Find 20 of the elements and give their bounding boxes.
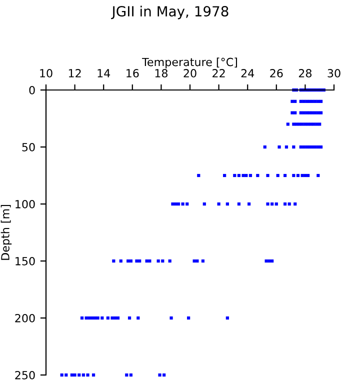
x-tick-label: 12 bbox=[68, 69, 81, 78]
y-axis-title: Depth [m] bbox=[0, 205, 12, 260]
x-tick-label: 10 bbox=[40, 69, 52, 78]
x-tick-label: 14 bbox=[98, 69, 110, 78]
x-tick-label: 26 bbox=[270, 69, 283, 78]
chart-title: JGII in May, 1978 bbox=[111, 6, 228, 20]
x-tick-label: 30 bbox=[328, 69, 340, 78]
x-tick-label: 20 bbox=[184, 69, 196, 78]
y-tick-label: 250 bbox=[15, 370, 35, 380]
x-tick-label: 28 bbox=[298, 69, 312, 78]
y-tick-label: 50 bbox=[22, 142, 35, 152]
y-tick-label: 0 bbox=[29, 86, 35, 94]
x-tick-label: 16 bbox=[126, 69, 139, 78]
x-tick-label: 24 bbox=[241, 69, 254, 78]
y-tick-label: 150 bbox=[16, 256, 35, 266]
y-tick-label: 100 bbox=[16, 200, 35, 208]
x-tick-label: 18 bbox=[155, 69, 168, 78]
x-axis-title: Temperature [°C] bbox=[142, 58, 237, 68]
y-tick-label: 200 bbox=[15, 314, 35, 322]
x-tick-label: 22 bbox=[212, 69, 225, 78]
